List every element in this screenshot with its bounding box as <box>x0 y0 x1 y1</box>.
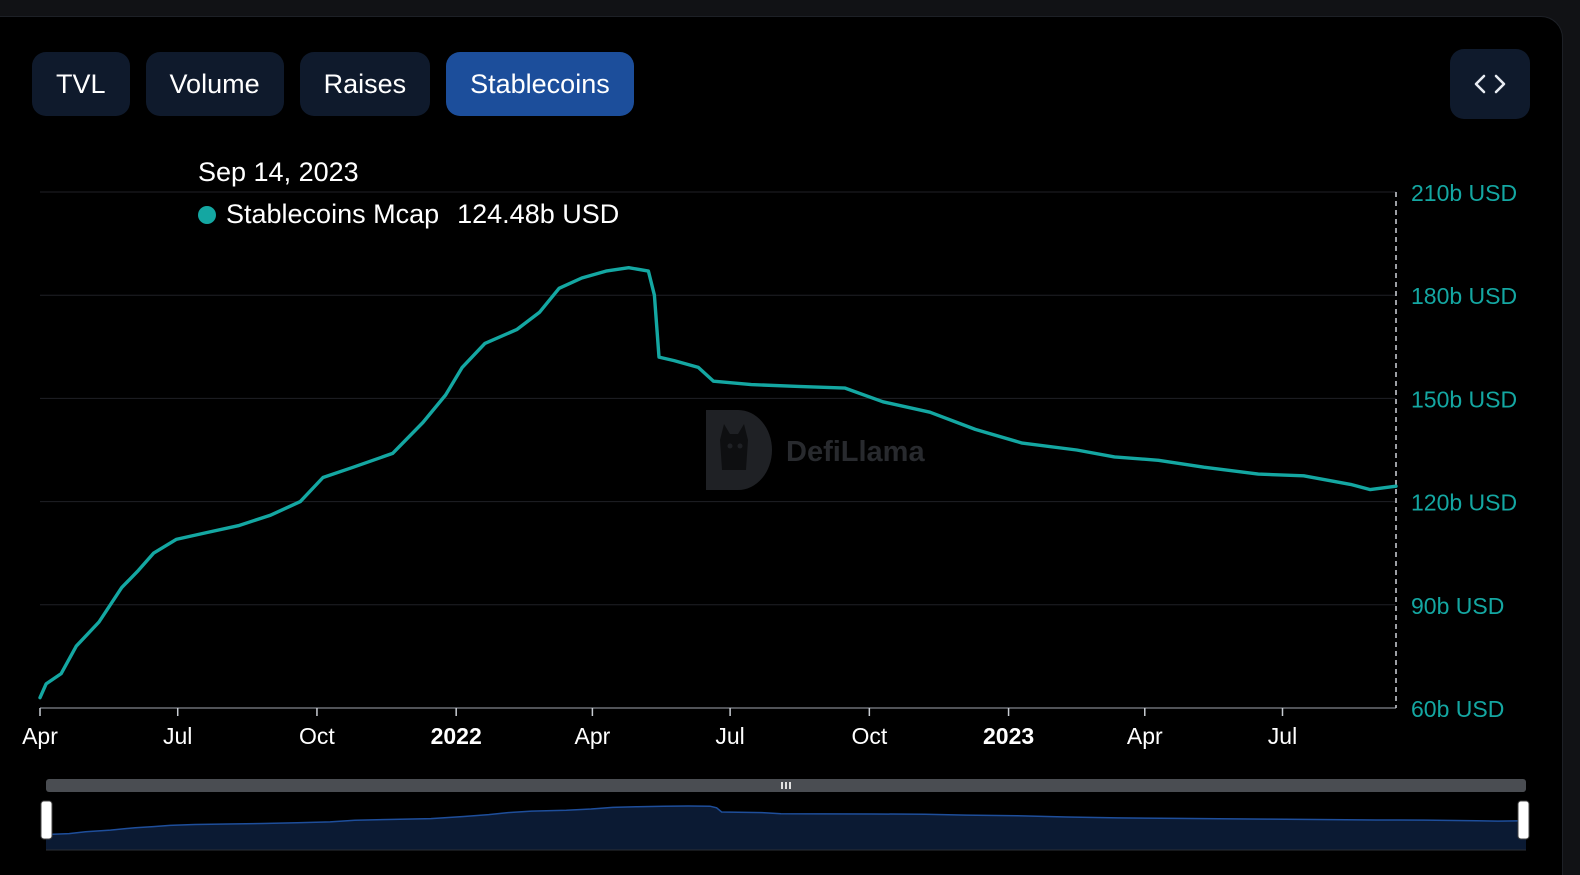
y-tick-label: 120b USD <box>1411 490 1517 516</box>
x-tick-label: Apr <box>1127 723 1163 749</box>
y-tick-label: 210b USD <box>1411 180 1517 206</box>
llama-logo-icon <box>706 410 772 490</box>
embed-button[interactable] <box>1450 49 1530 119</box>
x-tick-label: Jul <box>163 723 192 749</box>
watermark-text: DefiLlama <box>786 436 925 468</box>
x-tick-label: Apr <box>574 723 610 749</box>
tooltip-row: Stablecoins Mcap 124.48b USD <box>198 199 619 230</box>
y-tick-label: 150b USD <box>1411 386 1517 412</box>
tab-stablecoins[interactable]: Stablecoins <box>446 52 634 116</box>
y-tick-label: 90b USD <box>1411 593 1504 619</box>
zoom-slider-bar[interactable] <box>46 779 1526 792</box>
grid-lines <box>40 191 1396 606</box>
code-icon <box>1474 74 1506 94</box>
x-axis: Apr Jul Oct 2022 Apr Jul Oct 2023 Apr Jul <box>22 707 1396 749</box>
zoom-handle-left[interactable] <box>40 800 53 840</box>
series-line-stablecoins-mcap[interactable] <box>38 266 1398 700</box>
chart-tabs: TVL Volume Raises Stablecoins <box>32 52 634 116</box>
tab-tvl[interactable]: TVL <box>32 52 130 116</box>
zoom-handle-right[interactable] <box>1517 800 1530 840</box>
y-tick-label: 60b USD <box>1411 696 1504 722</box>
tooltip-series-name: Stablecoins Mcap <box>226 199 440 229</box>
series-dot-icon <box>198 205 216 224</box>
x-tick-label: Jul <box>1268 723 1297 749</box>
chart-panel <box>0 16 1563 875</box>
tab-volume[interactable]: Volume <box>145 52 284 116</box>
x-tick-label: 2023 <box>983 723 1034 749</box>
x-tick-label: Oct <box>851 723 887 749</box>
y-tick-label: 180b USD <box>1411 283 1517 309</box>
tooltip-date: Sep 14, 2023 <box>198 157 359 187</box>
stablecoins-line-chart[interactable]: DefiLlama 210b USD 180b USD 150b USD 120b U… <box>0 0 1580 780</box>
x-tick-label: 2022 <box>431 723 482 749</box>
x-tick-label: Oct <box>299 723 335 749</box>
x-tick-label: Jul <box>715 723 744 749</box>
tab-raises[interactable]: Raises <box>299 52 431 116</box>
x-tick-label: Apr <box>22 723 58 749</box>
tooltip-value: 124.48b USD <box>457 199 620 229</box>
y-axis-ticks: 210b USD 180b USD 150b USD 120b USD 90b USD 6… <box>1411 180 1517 722</box>
defillama-watermark: DefiLlama <box>706 410 925 490</box>
